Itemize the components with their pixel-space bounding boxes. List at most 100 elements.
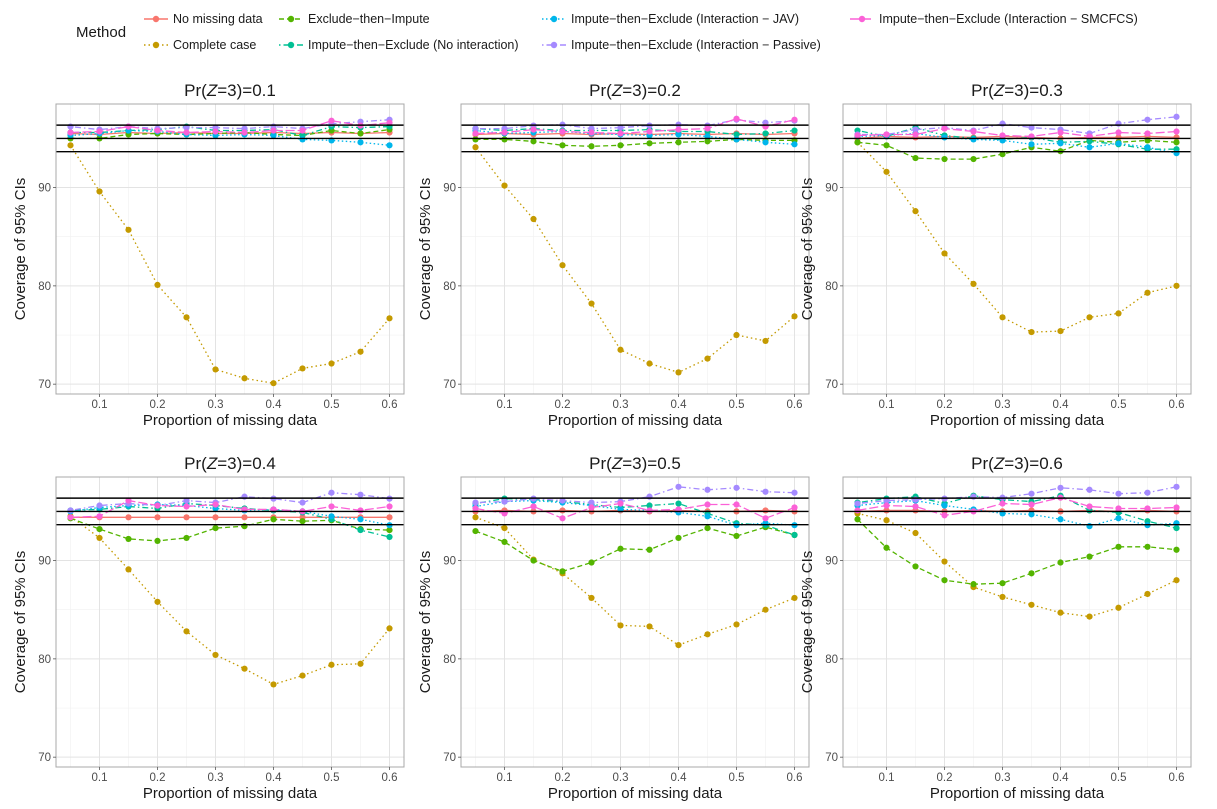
data-point	[559, 262, 566, 269]
data-point	[328, 360, 335, 367]
data-point	[125, 226, 132, 233]
series-line	[475, 497, 795, 536]
panel-title-prefix: Pr(	[184, 81, 207, 100]
data-point	[675, 483, 682, 490]
x-tick-label: 0.6	[787, 772, 803, 784]
panel-title: Pr(Z=3)=0.4	[184, 454, 276, 473]
data-point	[941, 577, 948, 584]
line-dot-icon	[850, 15, 874, 23]
data-point	[154, 502, 161, 509]
data-point	[472, 499, 479, 506]
data-point	[675, 131, 682, 138]
line-dot-icon	[279, 41, 303, 49]
data-point	[675, 500, 682, 507]
panel-border	[842, 103, 1192, 395]
plot-background	[56, 477, 404, 767]
series-line	[857, 499, 1177, 527]
data-point	[1144, 590, 1151, 598]
panel-title-suffix: =3)=0.5	[622, 454, 681, 473]
data-point	[883, 502, 890, 509]
data-point	[646, 546, 653, 553]
data-point	[1173, 483, 1180, 490]
data-point	[941, 155, 948, 163]
x-tick-label: 0.1	[879, 772, 895, 784]
data-point	[1028, 511, 1035, 518]
data-point	[912, 208, 919, 215]
data-point	[588, 594, 595, 602]
data-point	[270, 380, 277, 387]
data-point	[999, 580, 1006, 587]
panel-title-prefix: Pr(	[971, 454, 994, 473]
data-point	[501, 129, 508, 136]
data-point	[501, 538, 508, 545]
data-point	[1057, 609, 1064, 616]
panel-title: Pr(Z=3)=0.5	[589, 454, 681, 473]
x-tick-label: 0.1	[497, 399, 513, 411]
data-point	[970, 155, 977, 163]
legend-item-label: Impute−then−Exclude (No interaction)	[308, 38, 519, 52]
data-point	[1115, 129, 1122, 136]
data-point	[941, 512, 948, 519]
data-point	[357, 139, 364, 146]
series-line	[70, 503, 390, 526]
data-point	[733, 484, 740, 491]
y-axis-title: Coverage of 95% CIs	[799, 178, 816, 321]
data-point	[270, 132, 277, 139]
data-point	[1028, 570, 1035, 577]
series-line	[70, 120, 390, 134]
data-point	[472, 136, 479, 143]
data-point	[357, 491, 364, 498]
data-point	[183, 503, 190, 510]
data-point	[999, 500, 1006, 507]
data-point	[646, 502, 653, 509]
data-point	[1173, 577, 1180, 584]
data-point	[1086, 314, 1093, 321]
data-point	[762, 507, 769, 514]
data-point	[617, 500, 624, 507]
x-tick-label: 0.2	[937, 772, 953, 784]
data-point	[791, 313, 798, 320]
data-point	[883, 142, 890, 149]
data-point	[270, 681, 277, 688]
data-point	[941, 134, 948, 141]
data-point	[530, 557, 537, 564]
data-point	[386, 142, 393, 149]
data-point	[646, 507, 653, 514]
data-point	[617, 124, 624, 131]
data-point	[912, 154, 919, 162]
data-point	[154, 514, 161, 521]
data-point	[96, 534, 103, 542]
data-point	[125, 535, 132, 543]
data-point	[299, 499, 306, 506]
data-point	[1144, 116, 1151, 123]
x-axis-title: Proportion of missing data	[143, 785, 318, 802]
data-point	[733, 331, 740, 339]
x-tick-label: 0.3	[613, 772, 629, 784]
line-dot-icon	[144, 15, 168, 23]
x-tick-label: 0.3	[995, 399, 1011, 411]
data-point	[883, 544, 890, 551]
legend-item-label: Impute−then−Exclude (Interaction − JAV)	[571, 12, 800, 26]
data-point	[154, 281, 161, 288]
data-point	[183, 497, 190, 504]
data-point	[299, 672, 306, 679]
series-line	[475, 526, 795, 573]
data-point	[970, 136, 977, 143]
data-point	[791, 594, 798, 602]
data-point	[472, 130, 479, 137]
data-point	[299, 518, 306, 525]
data-point	[617, 545, 624, 552]
data-point	[357, 660, 364, 667]
data-point	[999, 132, 1006, 139]
data-point	[941, 502, 948, 509]
data-point	[762, 488, 769, 495]
x-tick-label: 0.3	[995, 772, 1011, 784]
data-point	[357, 507, 364, 514]
panel-border	[55, 476, 405, 768]
data-point	[270, 127, 277, 134]
panel-title-suffix: =3)=0.3	[1004, 81, 1063, 100]
y-tick-label: 70	[825, 752, 838, 764]
data-point	[1028, 141, 1035, 148]
data-point	[704, 513, 711, 520]
data-point	[941, 250, 948, 257]
